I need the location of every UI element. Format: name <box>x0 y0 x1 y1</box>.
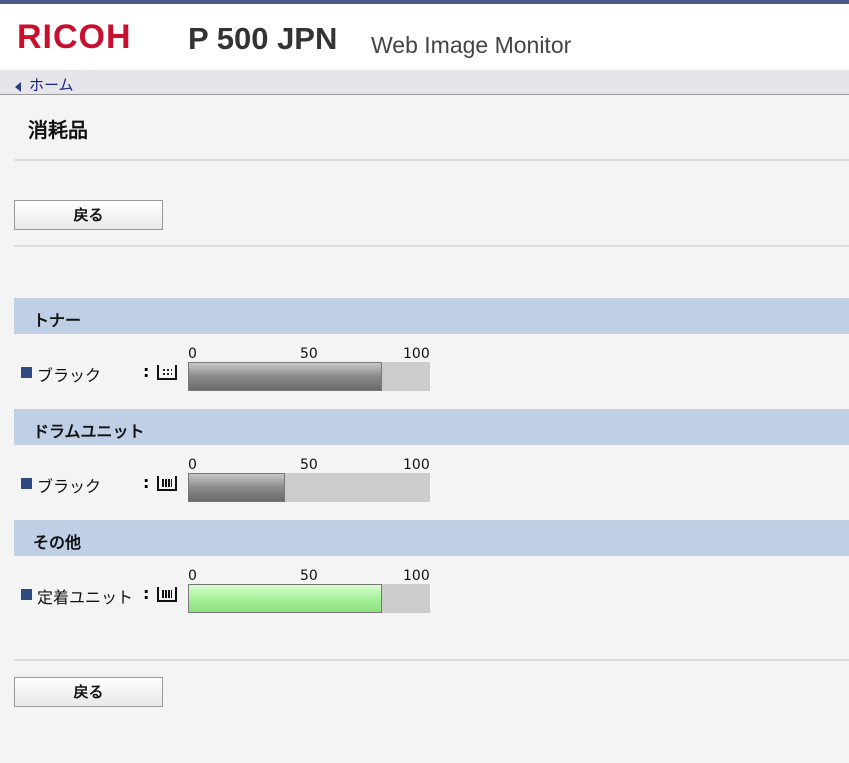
level-bar <box>188 584 430 613</box>
bullet-square-icon <box>21 367 32 378</box>
colon: : <box>143 362 150 381</box>
section-title: トナー <box>33 311 82 330</box>
breadcrumb: ホーム <box>0 70 849 95</box>
scale-min: 0 <box>188 346 197 362</box>
supply-item: 定着ユニット : 0 50 100 <box>0 556 440 616</box>
level-bar <box>188 473 430 502</box>
divider <box>14 659 849 661</box>
drum-unit-icon <box>157 476 177 491</box>
supply-label: ブラック <box>37 366 102 385</box>
scale-max: 100 <box>403 457 430 473</box>
supply-item: ブラック : 0 50 100 <box>0 334 440 394</box>
ricoh-logo: RICOH <box>17 18 132 56</box>
product-name: Web Image Monitor <box>371 32 572 58</box>
model-name: P 500 JPN <box>188 21 338 56</box>
scale-mid: 50 <box>300 568 318 584</box>
level-fill <box>188 473 285 502</box>
colon: : <box>143 584 150 603</box>
bullet-square-icon <box>21 478 32 489</box>
top-accent-bar <box>0 0 849 4</box>
scale-mid: 50 <box>300 346 318 362</box>
level-bar <box>188 362 430 391</box>
supply-item: ブラック : 0 50 100 <box>0 445 440 505</box>
section-header: その他 <box>14 520 849 556</box>
header: RICOH P 500 JPN Web Image Monitor <box>0 4 849 70</box>
back-button-bottom[interactable]: 戻る <box>14 677 163 707</box>
divider <box>14 159 849 161</box>
back-button-top[interactable]: 戻る <box>14 200 163 230</box>
toner-icon <box>157 365 177 380</box>
scale-max: 100 <box>403 346 430 362</box>
scale-mid: 50 <box>300 457 318 473</box>
level-fill <box>188 362 382 391</box>
supply-label: ブラック <box>37 477 102 496</box>
back-triangle-icon <box>15 82 21 92</box>
section-header: ドラムユニット <box>14 409 849 445</box>
scale-max: 100 <box>403 568 430 584</box>
page-title: 消耗品 <box>28 118 88 142</box>
home-link[interactable]: ホーム <box>29 76 74 94</box>
section-title: その他 <box>33 533 82 552</box>
scale-min: 0 <box>188 568 197 584</box>
section-header: トナー <box>14 298 849 334</box>
bullet-square-icon <box>21 589 32 600</box>
divider <box>14 245 849 247</box>
fuser-unit-icon <box>157 587 177 602</box>
section-title: ドラムユニット <box>33 422 145 441</box>
scale-min: 0 <box>188 457 197 473</box>
colon: : <box>143 473 150 492</box>
supply-label: 定着ユニット <box>37 588 134 607</box>
level-fill <box>188 584 382 613</box>
